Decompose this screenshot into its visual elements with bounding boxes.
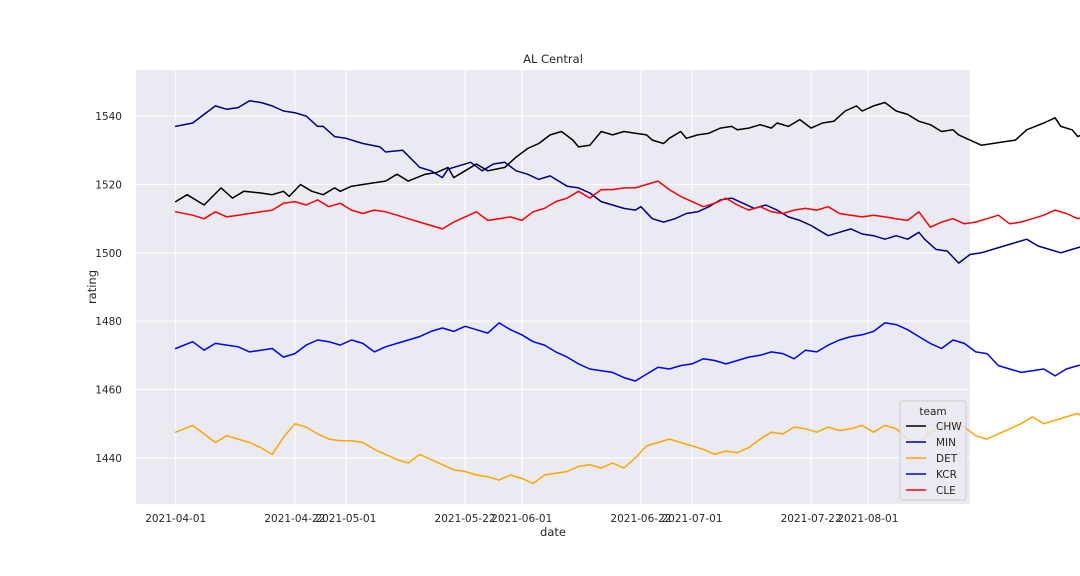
legend-label-chw: CHW [936,421,962,433]
plot-background [136,70,970,504]
y-tick-label: 1500 [95,248,122,260]
x-tick-label: 2021-07-22 [781,513,842,525]
legend-entries: CHW MIN DET KCR CLE [906,421,962,497]
y-axis-label: rating [85,270,99,304]
legend-label-det: DET [936,453,958,465]
x-tick-label: 2021-07-01 [661,513,722,525]
series-line-cle [174,180,1080,230]
x-tick-label: 2021-05-22 [435,513,496,525]
legend-label-cle: CLE [936,485,956,497]
chart-title: AL Central [523,52,583,66]
gridlines [136,70,970,504]
series-lines [174,100,1080,485]
y-tick-label: 1460 [95,385,122,397]
x-axis-label: date [540,525,566,539]
series-line-min [174,100,1080,264]
x-tick-label: 2021-05-01 [315,513,376,525]
legend-label-min: MIN [936,437,956,449]
x-tick-label: 2021-06-01 [491,513,552,525]
x-tick-label: 2021-08-01 [837,513,898,525]
legend-label-kcr: KCR [936,469,957,481]
x-tick-label: 2021-04-01 [145,513,206,525]
y-tick-labels: 1440 1460 1480 1500 1520 1540 [95,111,122,465]
legend: team CHW MIN DET KCR CLE [899,400,967,501]
legend-title: team [919,406,946,418]
y-tick-label: 1520 [95,179,122,191]
series-line-kcr [174,322,1080,382]
y-tick-label: 1480 [95,316,122,328]
series-line-chw [174,101,1080,206]
y-tick-label: 1540 [95,111,122,123]
y-tick-label: 1440 [95,453,122,465]
x-tick-label: 2021-06-22 [610,513,671,525]
series-line-det [174,412,1080,485]
x-tick-label: 2021-04-22 [264,513,325,525]
